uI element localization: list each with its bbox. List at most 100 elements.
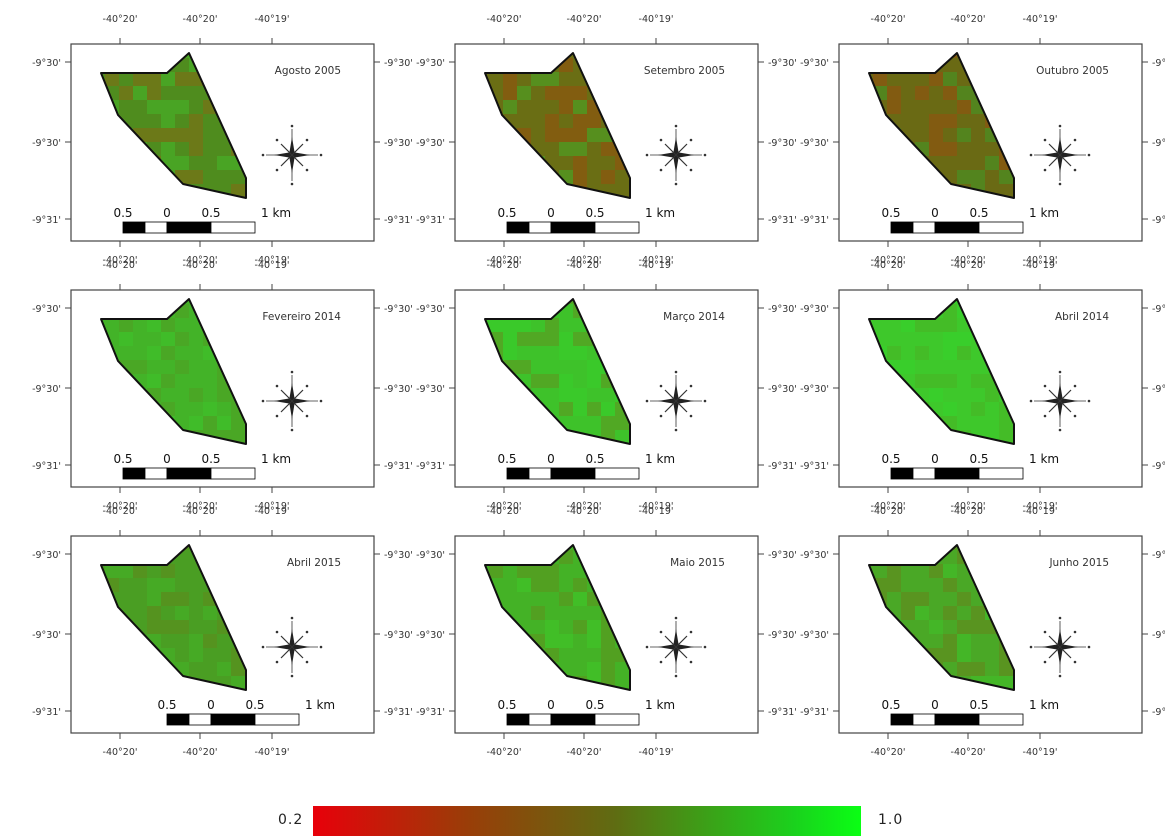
texture-cell-light [957,170,971,184]
texture-cell-light [929,388,943,402]
right-tick-label: -9°31' [384,707,413,718]
texture-cell-dark [531,606,545,620]
texture-cell-light [503,332,517,346]
texture-cell-dark [147,620,161,634]
texture-cell-dark [971,620,985,634]
texture-cell-dark [971,374,985,388]
texture-cell-dark [573,332,587,346]
left-tick-label: -9°30' [32,304,61,315]
study-area-fill [485,53,630,198]
right-tick-label: -9°30' [384,138,413,149]
scale-bar-label: 0 [931,698,939,712]
top-tick-label: -40°20' [487,260,522,271]
texture-cell-dark [175,332,189,346]
top-tick-label: -40°19' [1023,14,1058,25]
scale-bar: 0.5 0 0.5 1 km [113,452,291,480]
scale-bar-label: 1 km [1029,206,1059,220]
scale-bar: 0.5 0 0.5 1 km [881,452,1059,480]
right-tick-label: -9°31' [768,461,797,472]
bottom-tick-label: -40°19' [1023,501,1058,512]
texture-cell-dark [161,318,175,332]
texture-cell-light [587,360,601,374]
scale-bar-segment [550,221,596,234]
left-tick-label: -9°31' [32,461,61,472]
colorbar-max-label: 1.0 [878,812,904,828]
texture-cell-light [189,416,203,430]
texture-cell-dark [231,662,245,676]
texture-cell-dark [601,416,615,430]
scale-bar-segment [122,221,146,234]
map-panel: -40°20' -40°20' -40°20' -40°20' -40°19' -40°1… [416,14,797,266]
right-tick-label: -9°30' [384,304,413,315]
texture-cell-dark [161,564,175,578]
texture-cell-dark [929,374,943,388]
texture-cell-light [573,592,587,606]
texture-cell-dark [203,416,217,430]
texture-cell-dark [957,592,971,606]
scale-bar: 0.5 0 0.5 1 km [497,698,675,726]
right-tick-label: -9°30' [1152,304,1165,315]
texture-cell-dark [915,318,929,332]
texture-cell-light [161,142,175,156]
map-panel: -40°20' -40°20' -40°20' -40°20' -40°19' -40°1… [416,260,797,512]
compass-rose-icon [1029,616,1091,678]
scale-bar-segment [978,713,1024,726]
texture-cell-light [147,100,161,114]
panel-title: Março 2014 [663,311,725,323]
compass-rose-icon [1029,124,1091,186]
texture-cell-dark [231,416,245,430]
texture-cell-dark [943,578,957,592]
scale-bar-label: 0.5 [497,452,516,466]
top-tick-label: -40°20' [567,506,602,517]
texture-cell-dark [957,662,971,676]
texture-cell-light [559,374,573,388]
texture-cell-light [147,578,161,592]
right-tick-label: -9°30' [384,384,413,395]
texture-cell-light [161,114,175,128]
right-tick-label: -9°30' [1152,138,1165,149]
bottom-tick-label: -40°20' [183,747,218,758]
right-tick-label: -9°31' [384,215,413,226]
study-area-fill [485,299,630,444]
compass-rose-icon [1029,370,1091,432]
top-tick-label: -40°20' [871,14,906,25]
scale-bar-segment [528,467,552,480]
scale-bar-segment [550,713,596,726]
right-tick-label: -9°30' [384,58,413,69]
scale-bar-label: 1 km [261,206,291,220]
scale-bar-label: 0.5 [497,698,516,712]
texture-cell-dark [545,128,559,142]
texture-cell-dark [189,388,203,402]
texture-cell-light [175,156,189,170]
right-tick-label: -9°30' [1152,58,1165,69]
panel-title: Abril 2015 [287,557,341,569]
texture-cell-light [175,606,189,620]
study-area-fill [101,53,246,198]
left-tick-label: -9°31' [800,707,829,718]
texture-cell-dark [601,634,615,648]
texture-cell-light [217,662,231,676]
texture-cell-light [901,360,915,374]
panel-title: Maio 2015 [670,557,725,569]
texture-cell-light [147,318,161,332]
bottom-tick-label: -40°20' [103,501,138,512]
compass-rose-icon [261,616,323,678]
panel-title: Agosto 2005 [275,65,341,77]
texture-cell-light [559,388,573,402]
scale-bar-segment [210,221,256,234]
scale-bar-label: 0.5 [497,206,516,220]
texture-cell-dark [559,100,573,114]
texture-cell-dark [929,128,943,142]
compass-rose-icon [261,124,323,186]
texture-cell-light [203,606,217,620]
left-tick-label: -9°30' [800,384,829,395]
left-tick-label: -9°30' [416,550,445,561]
scale-bar-label: 1 km [645,206,675,220]
scale-bar-segment [254,713,300,726]
bottom-tick-label: -40°20' [871,501,906,512]
map-panel: -40°20' -40°20' -40°20' -40°20' -40°19' -40°1… [32,14,413,266]
scale-bar-segment [188,713,212,726]
texture-cell-dark [573,114,587,128]
left-tick-label: -9°30' [32,550,61,561]
texture-cell-light [573,402,587,416]
